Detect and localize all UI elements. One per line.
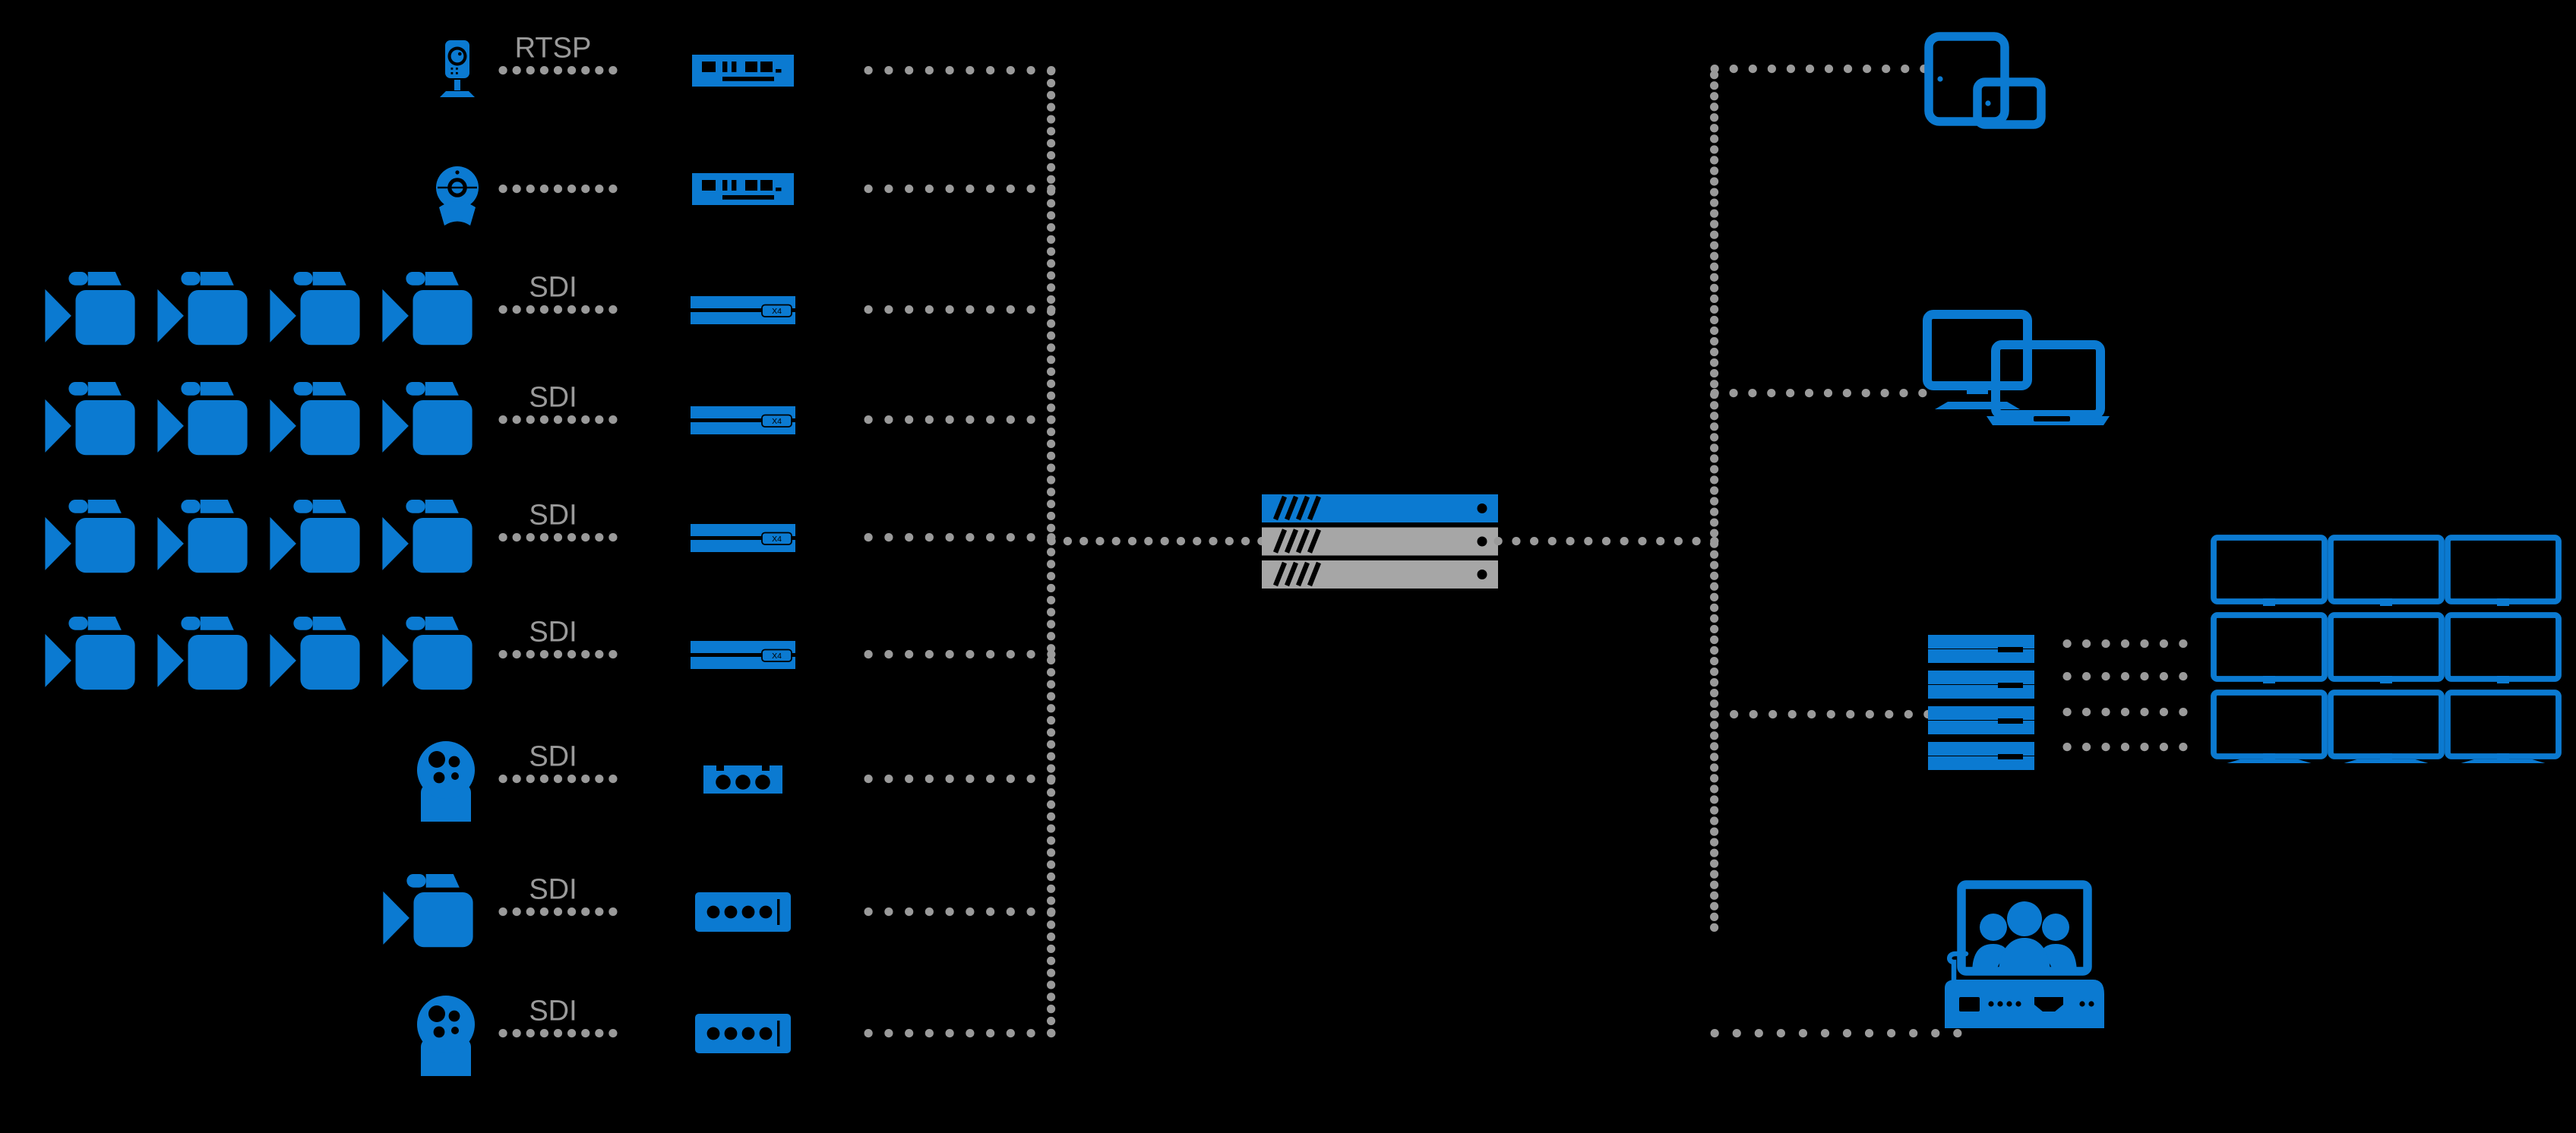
svg-text:X4: X4 — [772, 535, 782, 544]
svg-text:X4: X4 — [772, 652, 782, 661]
svg-text:X4: X4 — [772, 417, 782, 426]
svg-text:X4: X4 — [772, 307, 782, 316]
